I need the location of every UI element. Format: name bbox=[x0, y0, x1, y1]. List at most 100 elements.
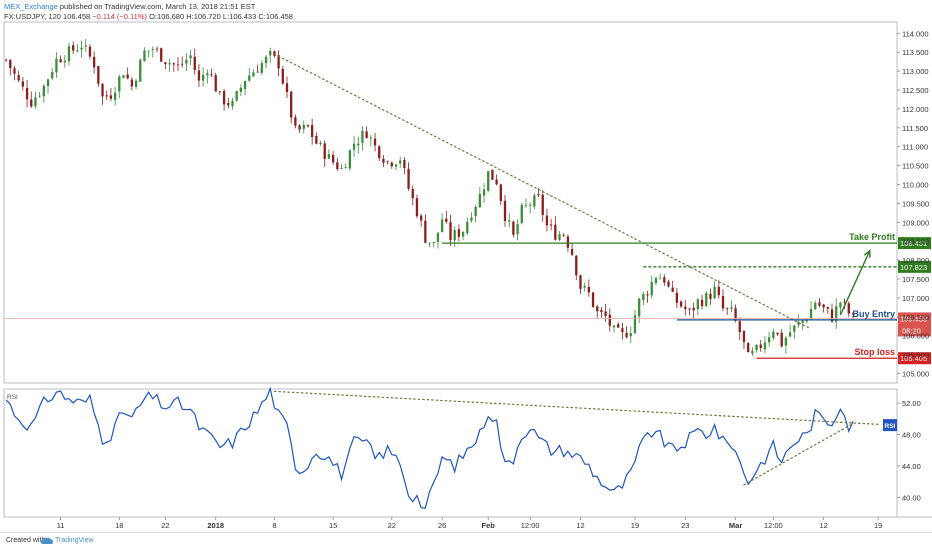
countdown-text: 08:20 bbox=[902, 326, 921, 335]
candle-body bbox=[612, 325, 616, 328]
candle-body bbox=[658, 278, 662, 280]
tradingview-brand[interactable]: TradingView bbox=[55, 537, 94, 544]
candle-body bbox=[281, 68, 284, 84]
candle-body bbox=[55, 58, 58, 73]
candle-body bbox=[675, 292, 679, 303]
candle-body bbox=[566, 236, 570, 248]
time-tick-label: 11 bbox=[57, 521, 65, 530]
candle-body bbox=[432, 242, 435, 244]
rsi-value-tag-text: RSI bbox=[885, 423, 896, 430]
time-tick-label: 12 bbox=[819, 521, 827, 530]
candle-body bbox=[294, 117, 297, 126]
candle-body bbox=[34, 97, 37, 107]
price-tick-label: 114.000 bbox=[902, 29, 929, 38]
candle-body bbox=[419, 215, 423, 221]
candle-body bbox=[84, 45, 87, 47]
rsi-value-tag bbox=[883, 419, 897, 432]
candle-body bbox=[608, 314, 611, 326]
candle-body bbox=[248, 75, 251, 81]
price-tick-label: 111.500 bbox=[902, 124, 928, 133]
candle-body bbox=[537, 194, 540, 196]
candle-body bbox=[227, 103, 230, 106]
candle-body bbox=[168, 63, 171, 65]
candle-body bbox=[440, 219, 444, 232]
candle-body bbox=[424, 220, 427, 243]
price-tick-label: 111.000 bbox=[902, 143, 928, 152]
candle-body bbox=[780, 332, 783, 347]
candle-body bbox=[143, 50, 146, 61]
candle-body bbox=[596, 306, 599, 312]
candle-body bbox=[310, 125, 314, 138]
candle-body bbox=[315, 135, 318, 144]
candle-body bbox=[847, 303, 850, 314]
candle-body bbox=[478, 194, 482, 208]
author-link[interactable]: MEX_Exchange bbox=[4, 2, 58, 11]
price-tick-label: 105.500 bbox=[902, 351, 929, 360]
published-text: published on TradingView.com, March 13, … bbox=[57, 2, 256, 11]
tradingview-cloud-icon bbox=[41, 537, 53, 544]
candle-body bbox=[570, 248, 574, 255]
price-tick-label: 107.000 bbox=[902, 294, 929, 303]
candle-body bbox=[428, 242, 431, 244]
candle-body bbox=[726, 308, 729, 310]
time-tick-label: 22 bbox=[388, 521, 396, 530]
candle-body bbox=[80, 47, 83, 50]
time-tick-label: 12:00 bbox=[764, 521, 783, 530]
created-with-text: Created with bbox=[6, 537, 46, 544]
candle-body bbox=[793, 325, 796, 332]
candle-body bbox=[520, 204, 523, 223]
candle-body bbox=[290, 91, 293, 118]
candle-body bbox=[579, 275, 582, 289]
candle-body bbox=[181, 63, 184, 65]
candle-body bbox=[692, 307, 695, 311]
candle-body bbox=[587, 286, 591, 293]
price-tick-label: 112.500 bbox=[902, 86, 929, 95]
price-tick-label: 109.500 bbox=[902, 199, 929, 208]
candle-body bbox=[487, 171, 490, 191]
candle-body bbox=[185, 59, 188, 64]
candle-body bbox=[59, 59, 62, 63]
candle-body bbox=[134, 80, 138, 87]
candle-body bbox=[222, 91, 226, 105]
target-arrow-head bbox=[863, 249, 871, 258]
candle-body bbox=[772, 331, 775, 339]
candle-body bbox=[491, 169, 494, 180]
candle-body bbox=[30, 99, 33, 107]
price-pane-frame bbox=[3, 21, 898, 384]
time-tick-label: 8 bbox=[272, 521, 276, 530]
time-tick-label: 12 bbox=[576, 521, 584, 530]
footer: Created with TradingView bbox=[0, 532, 932, 550]
candle-body bbox=[717, 286, 720, 296]
candle-body bbox=[688, 308, 691, 310]
time-tick-label: 19 bbox=[631, 521, 639, 530]
candle-body bbox=[684, 306, 687, 310]
candle-body bbox=[767, 337, 771, 343]
candle-body bbox=[306, 125, 310, 127]
candle-body bbox=[654, 278, 658, 284]
candle-body bbox=[482, 189, 486, 196]
candle-body bbox=[118, 76, 121, 92]
candle-body bbox=[331, 154, 335, 163]
rsi-tick-label: 52.00 bbox=[902, 399, 921, 408]
candle-body bbox=[38, 95, 41, 97]
candle-body bbox=[633, 315, 637, 334]
publish-line: MEX_Exchange published on TradingView.co… bbox=[4, 2, 293, 12]
candle-body bbox=[239, 87, 243, 92]
candle-body bbox=[201, 74, 205, 81]
candle-body bbox=[365, 131, 368, 138]
candle-body bbox=[411, 188, 414, 199]
candle-body bbox=[92, 56, 96, 68]
candle-body bbox=[210, 74, 213, 76]
candle-body bbox=[604, 311, 607, 316]
candle-body bbox=[508, 220, 511, 222]
candle-body bbox=[453, 230, 456, 241]
candle-body bbox=[533, 195, 536, 207]
candle-body bbox=[344, 167, 347, 169]
price-tick-label: 109.000 bbox=[902, 218, 929, 227]
ohlc-text: O:106.680 H:106.720 L:106.433 C:106.458 bbox=[147, 12, 293, 21]
price-trendline bbox=[273, 53, 812, 330]
candle-body bbox=[663, 277, 666, 283]
candle-body bbox=[524, 204, 528, 206]
price-tick-label: 107.500 bbox=[902, 275, 929, 284]
